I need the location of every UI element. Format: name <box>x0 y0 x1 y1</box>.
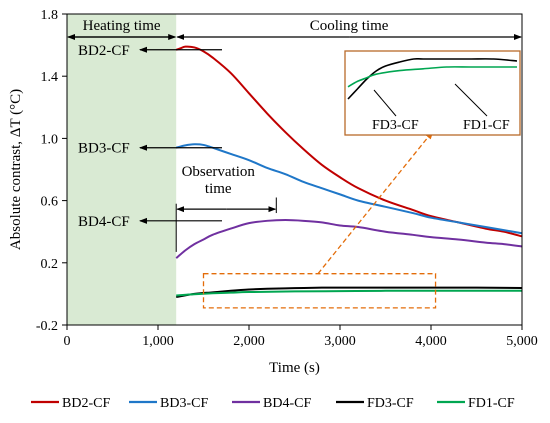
series-line-fd1-cf <box>176 289 522 297</box>
legend-label-fd3-cf: FD3-CF <box>367 396 414 411</box>
legend-label-bd3-cf: BD3-CF <box>160 396 208 411</box>
x-tick-label: 3,000 <box>324 334 356 349</box>
observation-label-line2: time <box>205 181 232 197</box>
series-line-bd4-cf <box>175 219 523 259</box>
zoom-callout-arrow <box>317 130 434 275</box>
background-layer <box>67 14 177 325</box>
y-tick-label: 1.4 <box>41 70 59 85</box>
curve-label-bd3-cf: BD3-CF <box>78 141 130 157</box>
series-layer <box>175 45 523 298</box>
observation-label-line1: Observation <box>182 164 256 180</box>
inset-layer: FD3-CF FD1-CF <box>344 50 521 136</box>
inset-frame <box>344 50 521 136</box>
heating-time-label: Heating time <box>83 18 161 34</box>
y-tick-label: -0.2 <box>36 319 58 334</box>
cooling-time-label: Cooling time <box>310 18 389 34</box>
inset-pointer-fd3 <box>373 89 397 117</box>
legend-label-bd4-cf: BD4-CF <box>263 396 311 411</box>
legend-label-bd2-cf: BD2-CF <box>62 396 110 411</box>
legend-layer: BD2-CF BD3-CF BD4-CF FD3-CF FD1-CF <box>31 396 515 411</box>
curve-label-bd2-cf: BD2-CF <box>78 43 130 59</box>
x-tick-label: 1,000 <box>142 334 174 349</box>
y-tick-label: 1.0 <box>41 132 59 147</box>
x-axis-label: Time (s) <box>269 360 320 376</box>
series-line-bd3-cf <box>175 143 523 235</box>
y-axis-label: Absolute contrast, ΔT (°C) <box>8 89 24 250</box>
y-tick-label: 1.8 <box>41 8 59 23</box>
y-tick-label: 0.6 <box>41 195 59 210</box>
inset-label-fd1-cf: FD1-CF <box>463 118 510 133</box>
legend-label-fd1-cf: FD1-CF <box>468 396 515 411</box>
x-tick-label: 5,000 <box>506 334 538 349</box>
x-tick-label: 4,000 <box>415 334 447 349</box>
y-tick-label: 0.2 <box>41 257 59 272</box>
inset-line-fd3-cf <box>347 57 518 100</box>
curve-label-bd4-cf: BD4-CF <box>78 214 130 230</box>
inset-pointer-fd1 <box>454 83 488 117</box>
axes-layer: 0 1,000 2,000 3,000 4,000 5,000 -0.2 0.2 0.6 1.0 1… <box>8 8 538 376</box>
zoom-region-box <box>202 273 437 309</box>
inset-label-fd3-cf: FD3-CF <box>372 118 419 133</box>
x-tick-label: 2,000 <box>233 334 265 349</box>
inset-line-fd1-cf <box>347 66 517 88</box>
x-tick-label: 0 <box>64 334 71 349</box>
heating-region <box>67 14 177 325</box>
plot-frame <box>66 13 523 326</box>
